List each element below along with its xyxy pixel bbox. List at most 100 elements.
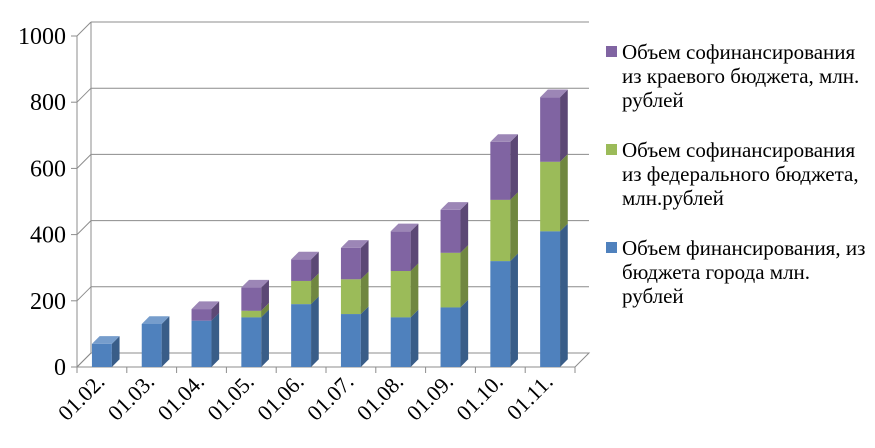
bar-segment [490,192,518,262]
bar-segment [440,245,469,308]
bar-front [490,141,511,200]
bar-side [510,192,518,262]
bar-top [141,316,170,324]
legend-label-regional: Объем софинансирования из краевого бюдже… [622,40,860,112]
bar-side [161,316,170,367]
bar-segment [241,309,269,367]
legend-label-federal: Объем софинансирования из федерального б… [622,138,859,210]
bar-side [261,279,269,311]
x-tick-label: 01.09. [401,369,458,426]
bar-side [111,336,120,367]
bar-segment [490,253,518,367]
bar-segment [490,134,518,200]
legend-label-city: Объем финансирования, из бюджета города … [622,236,866,308]
bar-front [540,97,561,162]
bar-front [241,287,262,311]
bars-layer [91,89,568,367]
bar-side [211,312,220,367]
bar-segment [91,336,120,367]
bar-front [340,279,361,315]
bar-segment [191,312,220,367]
bar-front [390,271,411,318]
bar-front [390,231,411,272]
legend-item-regional: Объем софинансирования из краевого бюдже… [606,40,871,112]
bar-side [261,309,269,367]
bar-segment [540,89,568,162]
gridline-depth [76,286,92,302]
bar-front [440,209,461,253]
bar-segment [291,296,319,367]
legend-swatch-federal [606,144,617,155]
bar-front [91,343,112,367]
x-tick-label: 01.07. [302,369,359,426]
bar-top [440,202,469,210]
bar-side [560,154,568,232]
bar-front [540,161,561,232]
bar-segment [340,240,369,280]
bar-segment [141,316,170,367]
bar-top [490,134,518,142]
bar-front [540,231,561,367]
bar-segment [390,263,419,318]
x-tick-labels: 01.02.01.03.01.04.01.05.01.06.01.07.01.0… [53,369,558,426]
x-tick-label: 01.04. [152,369,209,426]
bar-front [390,317,411,367]
legend-swatch-city [606,242,617,253]
bar-side [560,89,568,162]
bar-segment [390,309,419,367]
bar-top [540,89,568,98]
bar-side [460,299,469,367]
bar-side [410,263,419,318]
bar-side [261,303,269,318]
bar-side [360,306,369,367]
bar-front [241,317,262,367]
bar-front [141,323,162,367]
x-tick-label: 01.05. [202,369,259,426]
bar-side [311,296,319,367]
gridline-depth [76,87,92,103]
bar-front [440,307,461,367]
bar-front [291,304,312,367]
bar-side [460,245,469,308]
x-tick-label: 01.03. [103,369,160,426]
bar-segment [191,301,220,321]
bar-top [241,279,269,288]
bar-front [490,261,511,367]
bar-front [490,199,511,262]
bar-top [340,240,369,248]
bar-segment [340,306,369,367]
bar-top [91,336,120,344]
bar-segment [390,223,419,272]
chart-plot: 0 200 400 600 800 1000 01.02.01.03.01.04.01.0… [18,21,591,426]
bar-front [191,309,212,321]
bar-side [510,134,518,200]
y-tick-label: 600 [30,156,66,182]
x-tick-label: 01.08. [352,369,409,426]
gridline-depth [76,154,92,169]
grid-layer [76,21,589,368]
bar-segment [540,154,568,232]
bar-side [360,271,369,315]
gridline-depth [76,21,92,37]
bar-side [410,223,419,272]
legend-item-city: Объем финансирования, из бюджета города … [606,236,871,308]
bar-front [340,247,361,280]
bar-segment [241,279,269,311]
bar-top [191,301,220,310]
bar-segment [440,299,469,367]
y-tick-label: 200 [30,289,66,315]
y-tick-labels: 0 200 400 600 800 1000 [18,24,66,381]
legend-swatch-regional [606,46,617,57]
bar-side [560,223,568,367]
bar-side [410,309,419,367]
bar-front [291,280,312,305]
bar-top [390,223,419,232]
bar-front [340,314,361,367]
bar-side [311,273,319,305]
bar-side [360,240,369,280]
x-tick-label: 01.10. [451,369,508,426]
bar-side [211,301,220,321]
bar-segment [540,223,568,367]
bar-side [311,251,319,281]
bar-front [440,252,461,308]
